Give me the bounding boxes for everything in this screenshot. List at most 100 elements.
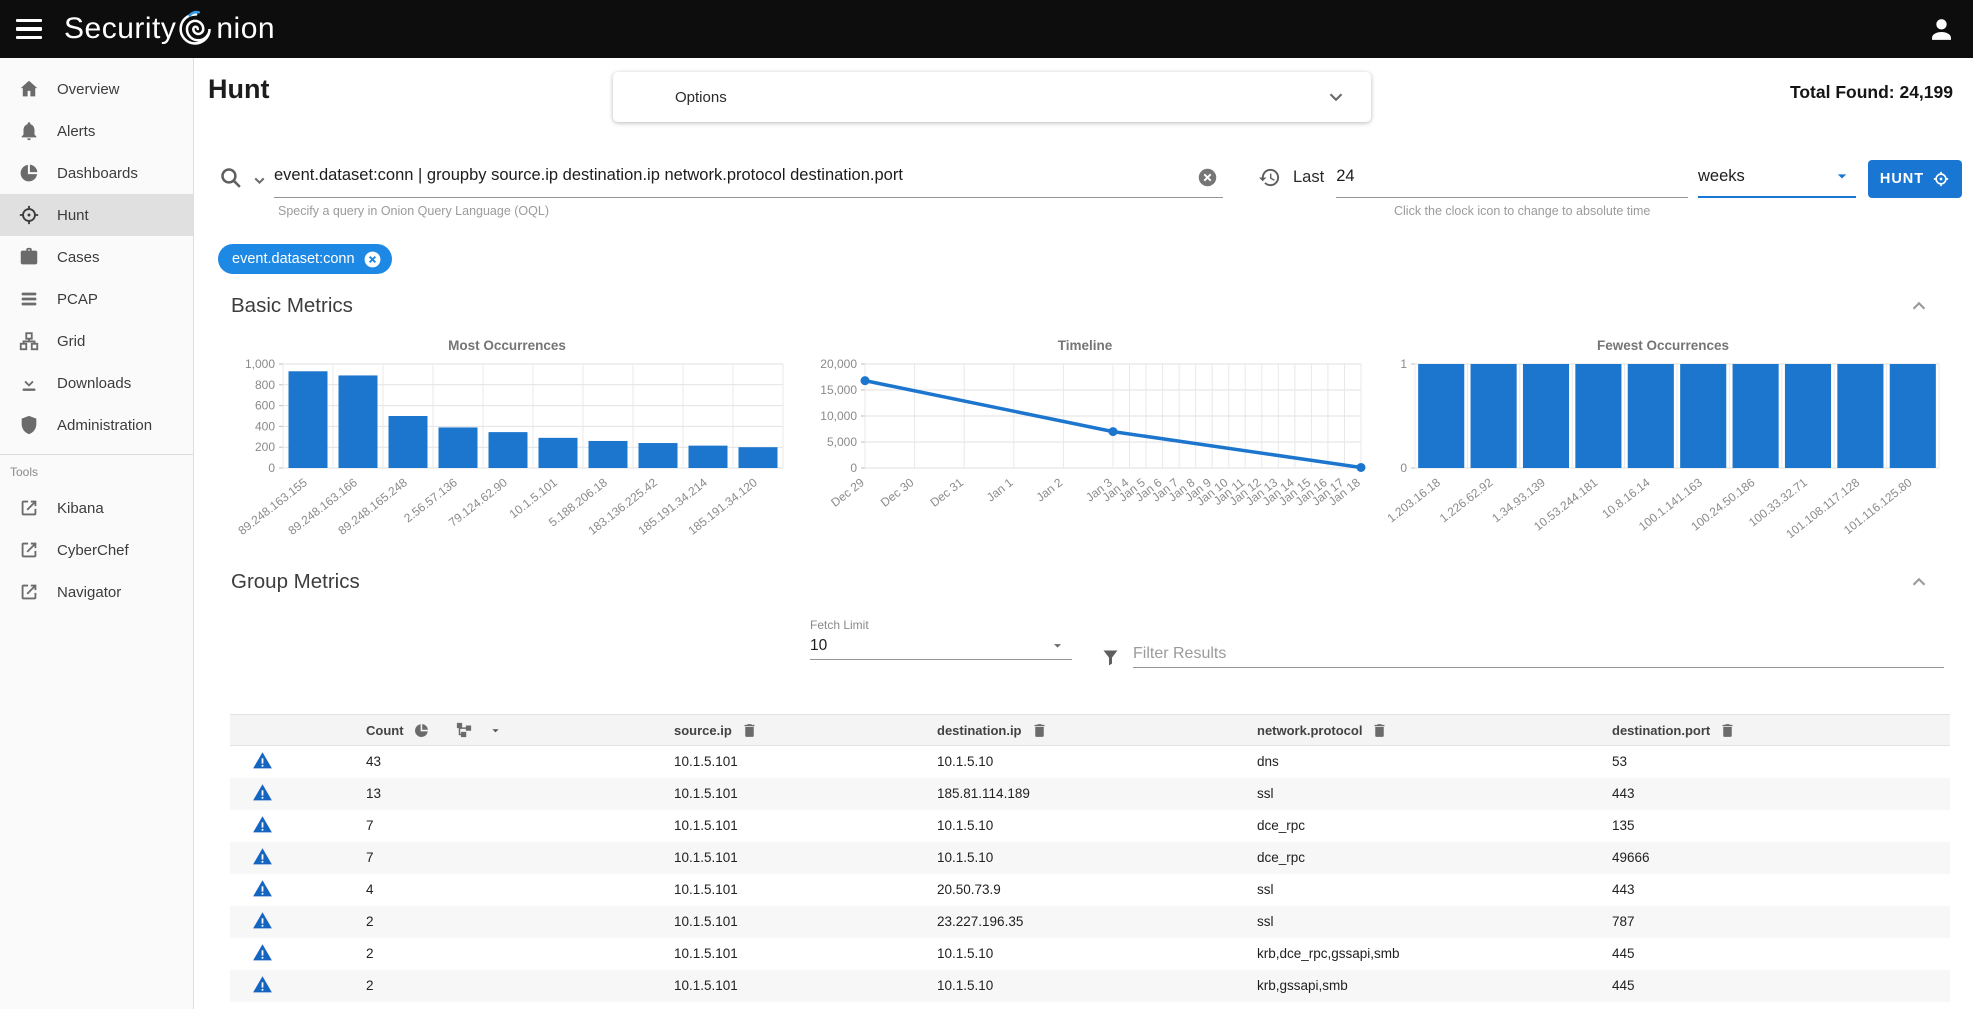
sidebar-item-pcap[interactable]: PCAP xyxy=(0,278,193,320)
caret-down-icon xyxy=(1049,637,1066,654)
total-found-label: Total Found: 24,199 xyxy=(1790,82,1953,103)
cell-count: 13 xyxy=(366,778,674,810)
hunt-button-label: HUNT xyxy=(1880,171,1924,187)
svg-text:Jan 1: Jan 1 xyxy=(984,475,1016,504)
warning-triangle-icon[interactable] xyxy=(252,814,273,835)
table-row[interactable]: 43 10.1.5.101 10.1.5.10 dns 53 xyxy=(230,746,1950,778)
svg-text:1.226.62.92: 1.226.62.92 xyxy=(1437,475,1496,525)
delete-column-icon[interactable] xyxy=(1719,722,1736,739)
pie-chart-toggle-icon[interactable] xyxy=(413,722,430,739)
filter-chip[interactable]: event.dataset:conn xyxy=(218,244,392,274)
sidebar-item-grid[interactable]: Grid xyxy=(0,320,193,362)
warning-triangle-icon[interactable] xyxy=(252,750,273,771)
warning-triangle-icon[interactable] xyxy=(252,878,273,899)
filter-results-input[interactable] xyxy=(1133,640,1944,668)
sidebar-item-administration[interactable]: Administration xyxy=(0,404,193,446)
table-row[interactable]: 7 10.1.5.101 10.1.5.10 dce_rpc 135 xyxy=(230,810,1950,842)
warning-triangle-icon[interactable] xyxy=(252,846,273,867)
warning-triangle-icon[interactable] xyxy=(252,910,273,931)
table-row[interactable]: 4 10.1.5.101 20.50.73.9 ssl 443 xyxy=(230,874,1950,906)
table-row[interactable]: 2 10.1.5.101 10.1.5.10 krb,gssapi,smb 44… xyxy=(230,970,1950,1002)
cell-source-ip: 10.1.5.101 xyxy=(674,874,937,906)
hamburger-menu-icon[interactable] xyxy=(16,19,42,39)
cell-count: 2 xyxy=(366,906,674,938)
hunt-button[interactable]: HUNT xyxy=(1868,160,1962,198)
svg-text:1,000: 1,000 xyxy=(245,357,275,371)
collapse-basic-metrics-icon[interactable] xyxy=(1908,295,1930,317)
cell-source-ip: 10.1.5.101 xyxy=(674,810,937,842)
cell-destination-port: 49666 xyxy=(1612,842,1950,874)
user-account-icon[interactable] xyxy=(1928,16,1955,43)
options-panel[interactable]: Options xyxy=(613,72,1371,122)
sidebar-item-cyberchef[interactable]: CyberChef xyxy=(0,529,193,571)
svg-text:0: 0 xyxy=(1400,461,1407,475)
table-row[interactable]: 7 10.1.5.101 10.1.5.10 dce_rpc 49666 xyxy=(230,842,1950,874)
sidebar-item-dashboards[interactable]: Dashboards xyxy=(0,152,193,194)
column-header-destination-port: destination.port xyxy=(1612,723,1710,738)
svg-text:10.8.16.14: 10.8.16.14 xyxy=(1599,475,1653,521)
svg-text:Jan 2: Jan 2 xyxy=(1033,475,1065,504)
chart-type-icon[interactable] xyxy=(455,721,473,739)
sidebar-item-overview[interactable]: Overview xyxy=(0,68,193,110)
sidebar-item-cases[interactable]: Cases xyxy=(0,236,193,278)
search-icon[interactable] xyxy=(218,165,243,190)
sidebar-item-hunt[interactable]: Hunt xyxy=(0,194,193,236)
sidebar-item-downloads[interactable]: Downloads xyxy=(0,362,193,404)
time-range-group: Last xyxy=(1258,156,1688,198)
query-history-chevron-icon[interactable] xyxy=(251,172,268,189)
cell-count: 43 xyxy=(366,746,674,778)
cell-source-ip: 10.1.5.101 xyxy=(674,842,937,874)
external-link-icon xyxy=(18,539,40,561)
home-icon xyxy=(18,78,40,100)
cell-count: 4 xyxy=(366,874,674,906)
delete-column-icon[interactable] xyxy=(1371,722,1388,739)
collapse-group-metrics-icon[interactable] xyxy=(1908,571,1930,593)
sidebar-item-alerts[interactable]: Alerts xyxy=(0,110,193,152)
cell-count: 2 xyxy=(366,970,674,1002)
svg-text:600: 600 xyxy=(255,399,275,413)
chevron-down-icon xyxy=(1325,86,1347,108)
download-icon xyxy=(18,372,40,394)
table-row[interactable]: 2 10.1.5.101 10.1.5.10 krb,dce_rpc,gssap… xyxy=(230,938,1950,970)
cell-source-ip: 10.1.5.101 xyxy=(674,746,937,778)
history-clock-icon[interactable] xyxy=(1258,166,1281,189)
caret-down-icon[interactable] xyxy=(488,723,503,738)
external-link-icon xyxy=(18,497,40,519)
query-input[interactable] xyxy=(274,156,1223,198)
list-lines-icon xyxy=(18,288,40,310)
caret-down-icon xyxy=(1832,166,1852,186)
delete-column-icon[interactable] xyxy=(1031,722,1048,739)
pie-chart-icon xyxy=(18,162,40,184)
cell-destination-ip: 10.1.5.10 xyxy=(937,938,1257,970)
table-row[interactable]: 13 10.1.5.101 185.81.114.189 ssl 443 xyxy=(230,778,1950,810)
time-range-prefix-label: Last xyxy=(1293,168,1324,187)
column-header-network-protocol: network.protocol xyxy=(1257,723,1362,738)
sidebar-item-kibana[interactable]: Kibana xyxy=(0,487,193,529)
sidebar-item-label: Hunt xyxy=(57,207,89,224)
clear-query-icon[interactable] xyxy=(1197,167,1218,188)
most-occurrences-plot: 02004006008001,00089.248.163.15589.248.1… xyxy=(225,356,789,546)
cell-destination-ip: 10.1.5.10 xyxy=(937,746,1257,778)
warning-triangle-icon[interactable] xyxy=(252,782,273,803)
group-metrics-section-header: Group Metrics xyxy=(231,570,1930,594)
warning-triangle-icon[interactable] xyxy=(252,974,273,995)
group-metrics-title: Group Metrics xyxy=(231,570,360,594)
svg-text:Dec 30: Dec 30 xyxy=(878,475,917,510)
svg-text:0: 0 xyxy=(850,461,857,475)
time-unit-select[interactable]: weeks xyxy=(1698,156,1856,198)
cell-destination-ip: 10.1.5.10 xyxy=(937,810,1257,842)
cell-count: 2 xyxy=(366,938,674,970)
duration-input[interactable] xyxy=(1336,156,1688,198)
basic-metrics-section-header: Basic Metrics xyxy=(231,294,1930,318)
warning-triangle-icon[interactable] xyxy=(252,942,273,963)
sidebar-item-label: PCAP xyxy=(57,291,98,308)
sidebar-item-navigator[interactable]: Navigator xyxy=(0,571,193,613)
fewest-occurrences-plot: 011.203.16.181.226.62.921.34.93.13910.53… xyxy=(1381,356,1945,546)
table-row[interactable]: 2 10.1.5.101 23.227.196.35 ssl 787 xyxy=(230,906,1950,938)
delete-column-icon[interactable] xyxy=(741,722,758,739)
fetch-limit-label: Fetch Limit xyxy=(810,618,1072,632)
fetch-limit-select[interactable]: Fetch Limit 10 xyxy=(810,618,1072,660)
results-table-body: 43 10.1.5.101 10.1.5.10 dns 53 13 10.1.5… xyxy=(230,746,1950,1002)
bell-icon xyxy=(18,120,40,142)
remove-filter-icon[interactable] xyxy=(363,250,382,269)
